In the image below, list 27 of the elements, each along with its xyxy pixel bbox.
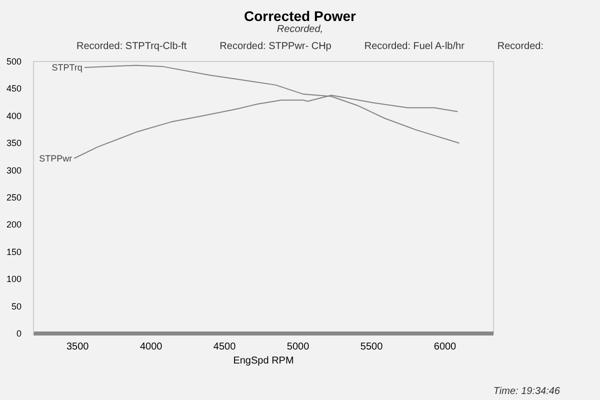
text: Recorded: Fuel A-lb/hr xyxy=(364,41,464,52)
series-label: STPTrq xyxy=(52,62,82,73)
y-tick-label: 250 xyxy=(6,192,22,202)
x-tick-label: 5000 xyxy=(286,342,310,352)
y-tick-label: 500 xyxy=(6,56,22,66)
x-axis-title: EngSpd RPM xyxy=(233,356,294,366)
y-tick-label: 50 xyxy=(11,301,22,312)
text: Recorded: xyxy=(497,41,544,52)
series-label: STPPwr xyxy=(39,153,72,164)
text: Time: 19:34:46 xyxy=(492,386,561,397)
y-tick-label: 200 xyxy=(6,220,22,230)
x-tick-label: 4000 xyxy=(140,342,163,352)
x-tick-label: 6000 xyxy=(434,342,457,352)
y-tick-label: 0 xyxy=(16,328,22,338)
y-tick-label: 150 xyxy=(6,246,22,257)
x-tick-label: 4500 xyxy=(213,342,236,352)
chart-subtitle: Recorded, xyxy=(276,24,324,35)
text: Recorded: STPPwr- CHp xyxy=(220,41,332,52)
y-tick-label: 400 xyxy=(6,110,22,121)
y-tick-label: 450 xyxy=(6,84,22,94)
x-tick-label: 3500 xyxy=(66,342,90,352)
y-tick-label: 100 xyxy=(6,274,22,284)
x-tick-label: 5500 xyxy=(360,342,384,352)
y-tick-label: 300 xyxy=(6,165,22,176)
y-tick-label: 350 xyxy=(6,138,22,148)
text: Recorded: STPTrq-Clb-ft xyxy=(76,41,187,52)
chart-title: Corrected Power xyxy=(242,7,358,24)
